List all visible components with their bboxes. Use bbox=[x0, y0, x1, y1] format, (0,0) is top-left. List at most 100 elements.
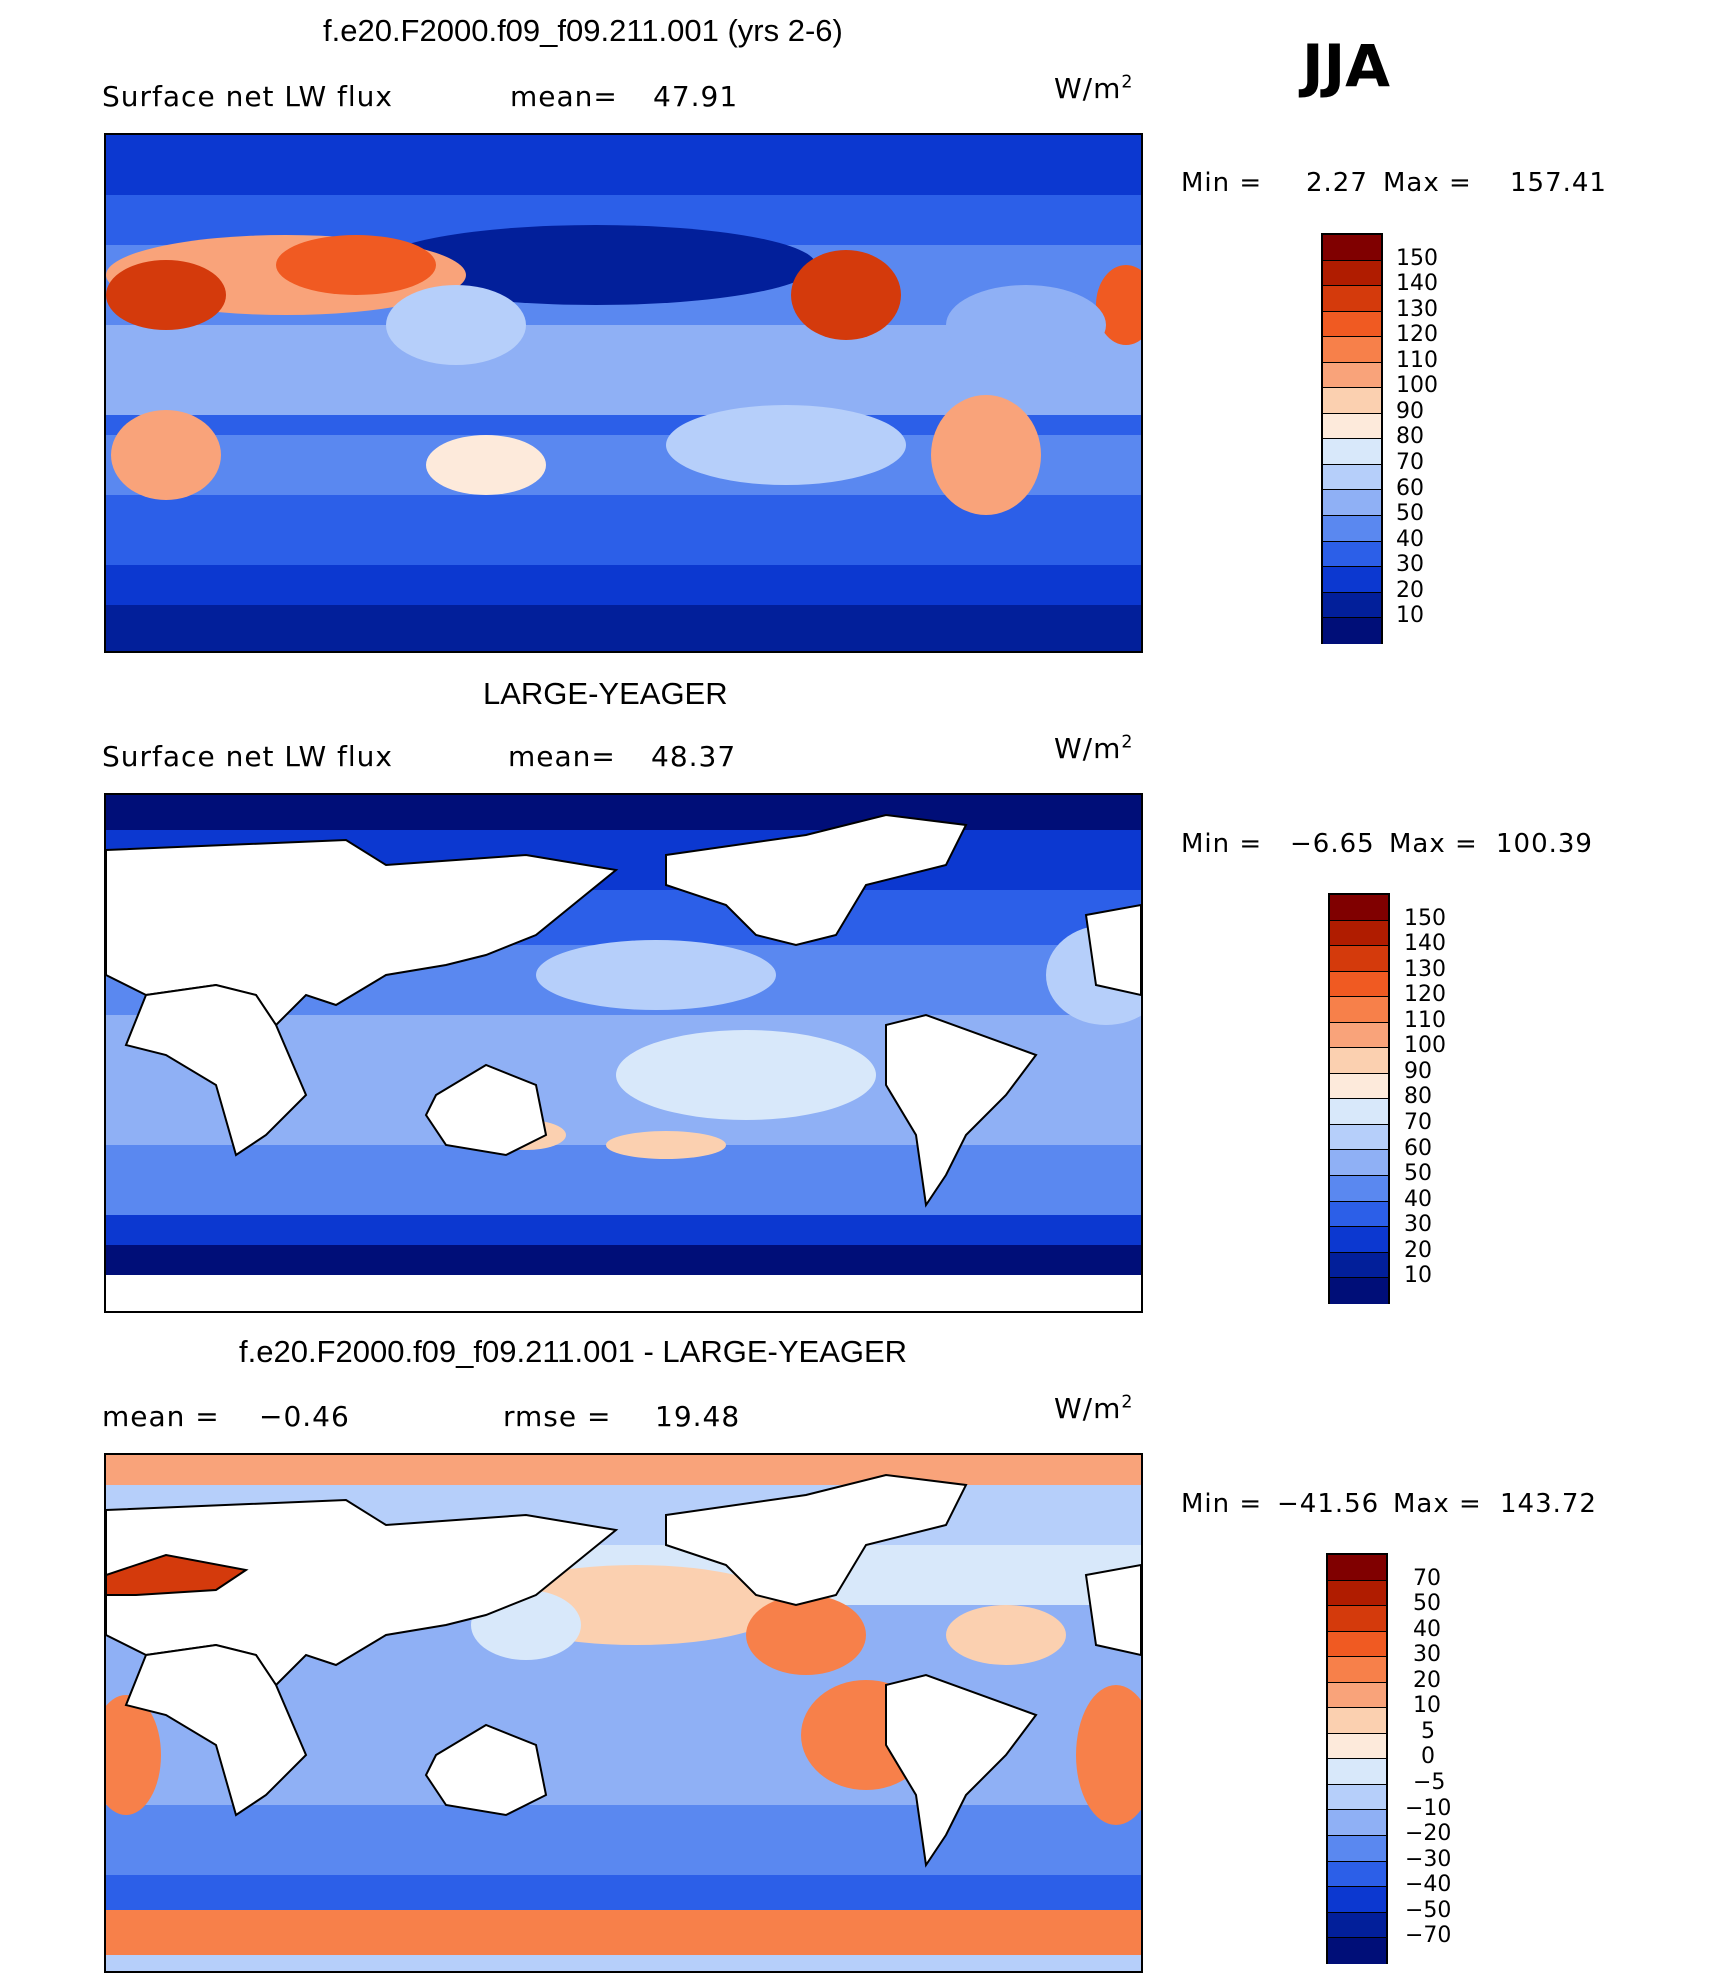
colorbar-tick: 90 bbox=[1396, 399, 1424, 424]
panel2-min-label: Min = bbox=[1181, 829, 1263, 859]
colorbar-tick: 110 bbox=[1404, 1008, 1446, 1033]
colorbar-tick: 10 bbox=[1404, 1263, 1432, 1288]
colorbar-tick: 10 bbox=[1396, 603, 1424, 628]
colorbar-tick: 70 bbox=[1404, 1110, 1432, 1135]
panel2-colorbar-swatch bbox=[1330, 1176, 1388, 1202]
colorbar-tick: −40 bbox=[1405, 1872, 1452, 1897]
colorbar-tick: 5 bbox=[1421, 1719, 1435, 1744]
colorbar-tick: −30 bbox=[1405, 1847, 1452, 1872]
panel2-colorbar-swatch bbox=[1330, 1124, 1388, 1151]
panel2-max-label: Max = bbox=[1389, 829, 1478, 859]
panel1-colorbar-swatch bbox=[1323, 490, 1381, 517]
panel3-rmse-label: rmse = bbox=[503, 1400, 612, 1433]
colorbar-tick: 60 bbox=[1396, 476, 1424, 501]
colorbar-tick: 60 bbox=[1404, 1136, 1432, 1161]
colorbar-tick: 20 bbox=[1404, 1238, 1432, 1263]
panel1-colorbar-swatch bbox=[1323, 439, 1381, 465]
panel3-map-field bbox=[106, 1455, 1141, 1971]
panel1-colorbar-swatch bbox=[1323, 260, 1381, 287]
panel2-colorbar-swatch bbox=[1330, 920, 1388, 947]
panel2-mean-label: mean= bbox=[508, 740, 616, 773]
colorbar-tick: 80 bbox=[1404, 1084, 1432, 1109]
panel2-colorbar-swatch bbox=[1330, 1073, 1388, 1100]
panel2-colorbar-swatch bbox=[1330, 1048, 1388, 1074]
colorbar-tick: 40 bbox=[1404, 1187, 1432, 1212]
panel1-colorbar-swatch bbox=[1323, 516, 1381, 542]
panel3-colorbar-swatch bbox=[1328, 1784, 1386, 1811]
colorbar-tick: 50 bbox=[1404, 1161, 1432, 1186]
colorbar-tick: 70 bbox=[1413, 1566, 1441, 1591]
panel1-max-value: 157.41 bbox=[1510, 168, 1607, 198]
panel1-colorbar-swatch bbox=[1323, 592, 1381, 619]
panel3-colorbar-swatch bbox=[1328, 1733, 1386, 1760]
panel3-colorbar bbox=[1326, 1553, 1388, 1964]
colorbar-tick: 10 bbox=[1413, 1693, 1441, 1718]
colorbar-tick: 20 bbox=[1396, 578, 1424, 603]
panel1-colorbar-swatch bbox=[1323, 541, 1381, 568]
panel3-min-label: Min = bbox=[1181, 1489, 1263, 1519]
colorbar-tick: −5 bbox=[1413, 1770, 1446, 1795]
season-label: JJA bbox=[1302, 32, 1391, 100]
panel3-colorbar-swatch bbox=[1328, 1836, 1386, 1862]
panel2-min-value: −6.65 bbox=[1290, 829, 1375, 859]
panel3-colorbar-swatch bbox=[1328, 1810, 1386, 1837]
panel2-title: LARGE-YEAGER bbox=[483, 676, 728, 711]
panel2-colorbar-swatch bbox=[1330, 971, 1388, 998]
panel1-title: f.e20.F2000.f09_f09.211.001 (yrs 2-6) bbox=[323, 13, 843, 48]
panel1-units: W/m2 bbox=[1054, 72, 1134, 105]
colorbar-tick: 90 bbox=[1404, 1059, 1432, 1084]
colorbar-tick: 150 bbox=[1404, 906, 1446, 931]
panel1-colorbar-swatch bbox=[1323, 388, 1381, 414]
panel2-colorbar-swatch bbox=[1330, 895, 1388, 921]
colorbar-tick: 30 bbox=[1413, 1642, 1441, 1667]
colorbar-tick: 20 bbox=[1413, 1668, 1441, 1693]
panel3-colorbar-swatch bbox=[1328, 1938, 1386, 1964]
panel2-colorbar-swatch bbox=[1330, 1227, 1388, 1253]
panel3-colorbar-swatch bbox=[1328, 1580, 1386, 1607]
colorbar-tick: 40 bbox=[1396, 527, 1424, 552]
colorbar-tick: 80 bbox=[1396, 424, 1424, 449]
panel2-variable: Surface net LW flux bbox=[102, 740, 393, 773]
panel2-colorbar-swatch bbox=[1330, 1201, 1388, 1228]
colorbar-tick: −20 bbox=[1405, 1821, 1452, 1846]
panel2-colorbar-swatch bbox=[1330, 1278, 1388, 1304]
panel3-mean-label: mean = bbox=[102, 1400, 220, 1433]
panel1-mean-label: mean= bbox=[510, 80, 618, 113]
colorbar-tick: 130 bbox=[1396, 297, 1438, 322]
panel3-colorbar-swatch bbox=[1328, 1682, 1386, 1709]
colorbar-tick: 150 bbox=[1396, 246, 1438, 271]
panel1-colorbar-swatch bbox=[1323, 618, 1381, 644]
panel3-map bbox=[104, 1453, 1143, 1973]
panel1-map bbox=[104, 133, 1143, 653]
colorbar-tick: 120 bbox=[1404, 982, 1446, 1007]
colorbar-tick: 40 bbox=[1413, 1617, 1441, 1642]
panel2-colorbar bbox=[1328, 893, 1390, 1304]
colorbar-tick: −50 bbox=[1405, 1898, 1452, 1923]
panel1-min-label: Min = bbox=[1181, 168, 1263, 198]
panel1-colorbar-swatch bbox=[1323, 235, 1381, 261]
panel2-colorbar-swatch bbox=[1330, 1252, 1388, 1279]
panel3-colorbar-swatch bbox=[1328, 1912, 1386, 1939]
colorbar-tick: 30 bbox=[1404, 1212, 1432, 1237]
panel2-mean-value: 48.37 bbox=[651, 740, 737, 773]
colorbar-tick: 140 bbox=[1396, 271, 1438, 296]
panel3-colorbar-swatch bbox=[1328, 1555, 1386, 1581]
panel1-colorbar-swatch bbox=[1323, 567, 1381, 593]
panel3-max-label: Max = bbox=[1393, 1489, 1482, 1519]
panel3-colorbar-swatch bbox=[1328, 1631, 1386, 1658]
panel3-min-value: −41.56 bbox=[1277, 1489, 1380, 1519]
panel2-colorbar-swatch bbox=[1330, 946, 1388, 972]
panel2-colorbar-swatch bbox=[1330, 997, 1388, 1023]
panel2-max-value: 100.39 bbox=[1496, 829, 1593, 859]
panel1-map-field bbox=[106, 135, 1141, 651]
colorbar-tick: 120 bbox=[1396, 322, 1438, 347]
panel3-colorbar-swatch bbox=[1328, 1606, 1386, 1632]
panel3-colorbar-swatch bbox=[1328, 1657, 1386, 1683]
panel1-colorbar-swatch bbox=[1323, 362, 1381, 389]
panel2-colorbar-swatch bbox=[1330, 1022, 1388, 1049]
panel1-mean-value: 47.91 bbox=[653, 80, 739, 113]
panel3-colorbar-swatch bbox=[1328, 1708, 1386, 1734]
panel2-map bbox=[104, 793, 1143, 1313]
panel1-variable: Surface net LW flux bbox=[102, 80, 393, 113]
panel3-units: W/m2 bbox=[1054, 1392, 1134, 1425]
